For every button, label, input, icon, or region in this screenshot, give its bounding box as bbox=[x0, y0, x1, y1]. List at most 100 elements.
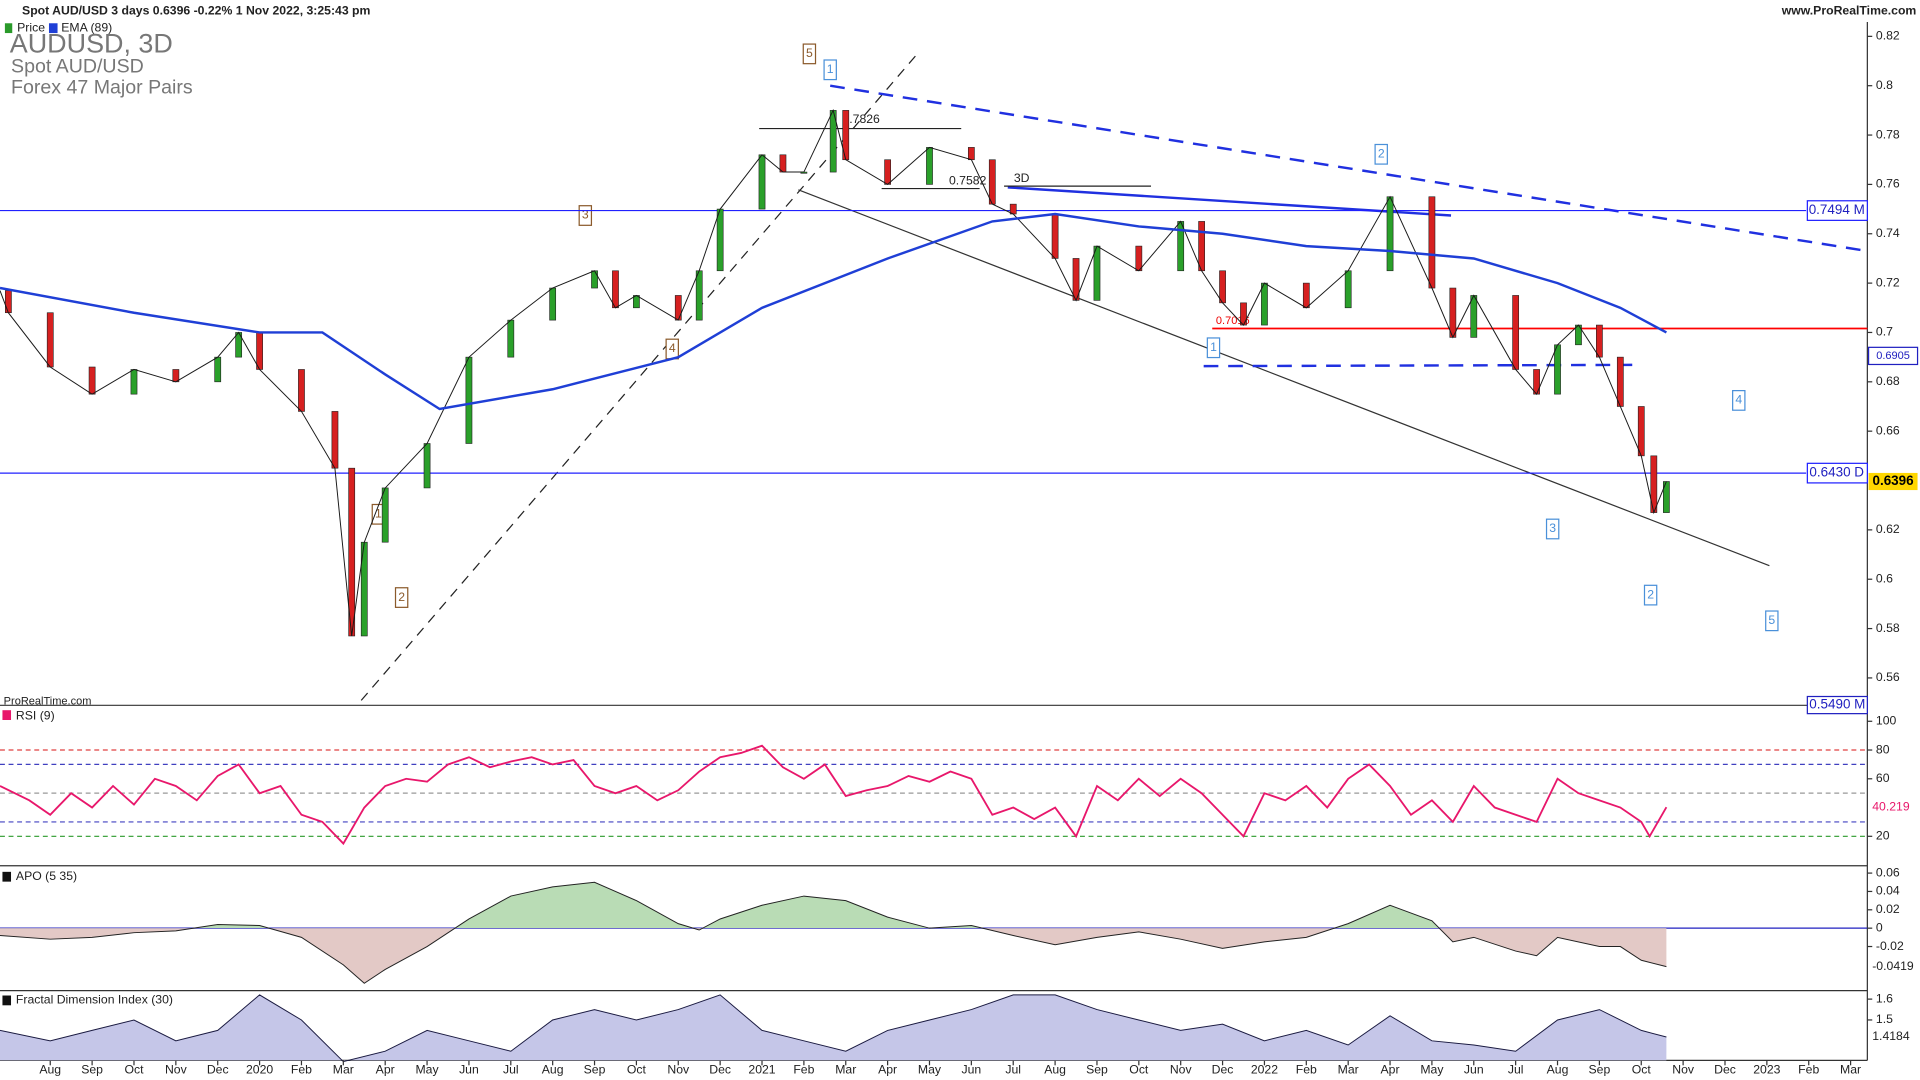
candle bbox=[298, 369, 305, 412]
candle bbox=[381, 487, 389, 543]
candle bbox=[1449, 287, 1457, 338]
trend-line bbox=[798, 189, 1770, 567]
wave-label: 4 bbox=[1735, 393, 1742, 407]
x-tick-label: May bbox=[415, 1062, 439, 1076]
wave-box bbox=[1765, 610, 1779, 632]
x-tick-label: May bbox=[918, 1062, 942, 1076]
y-tick-label: 0.04 bbox=[1876, 884, 1900, 898]
panel-title: Fractal Dimension Index (30) bbox=[16, 993, 173, 1007]
y-tick-label: 0.78 bbox=[1876, 127, 1900, 141]
y-tick-label: 0.66 bbox=[1876, 423, 1900, 437]
wave-label: 2 bbox=[398, 590, 405, 604]
candle bbox=[130, 369, 138, 395]
y-tick-label: 0.72 bbox=[1876, 275, 1900, 289]
x-tick-label: Mar bbox=[1840, 1062, 1861, 1076]
level-label: 0.7494 M bbox=[1809, 202, 1865, 217]
x-tick-label: Oct bbox=[1632, 1062, 1652, 1076]
apo-area-negative bbox=[0, 928, 1667, 984]
watermark: ProRealTime.com bbox=[4, 696, 92, 708]
candle bbox=[988, 159, 996, 205]
annotation: 3D bbox=[1014, 171, 1030, 185]
candle bbox=[967, 147, 975, 161]
candle bbox=[612, 270, 619, 309]
x-tick-label: Oct bbox=[627, 1062, 647, 1076]
y-tick-label: -0.02 bbox=[1876, 939, 1904, 953]
last-box bbox=[1868, 1028, 1918, 1046]
level-label: 0.6430 D bbox=[1809, 465, 1864, 480]
y-tick-label: 80 bbox=[1876, 742, 1890, 756]
candle bbox=[716, 208, 724, 272]
x-tick-label: Sep bbox=[81, 1062, 103, 1076]
wave-box bbox=[1643, 584, 1658, 606]
candle bbox=[674, 295, 682, 321]
x-tick-label: Jul bbox=[503, 1062, 519, 1076]
legend-swatch bbox=[2, 871, 12, 882]
candle bbox=[1637, 406, 1645, 457]
last-label: 40.219 bbox=[1872, 799, 1910, 813]
x-tick-label: Aug bbox=[1044, 1062, 1066, 1076]
x-tick-label: Aug bbox=[1547, 1062, 1569, 1076]
side-label: 0.6905 bbox=[1876, 350, 1910, 362]
candle bbox=[1533, 369, 1540, 395]
candle bbox=[1219, 270, 1226, 304]
x-tick-label: Jun bbox=[459, 1062, 479, 1076]
legend-swatch bbox=[2, 710, 12, 720]
candle bbox=[1428, 196, 1436, 289]
candle bbox=[1596, 324, 1603, 358]
side-label-box bbox=[1868, 472, 1918, 491]
legend-entry: EMA (89) bbox=[61, 20, 112, 34]
candle bbox=[1512, 295, 1520, 370]
x-tick-label: Sep bbox=[1086, 1062, 1108, 1076]
x-tick-label: Dec bbox=[709, 1062, 731, 1076]
side-label: 0.5490 M bbox=[1809, 697, 1865, 712]
candle bbox=[1261, 282, 1268, 326]
site: www.ProRealTime.com bbox=[1781, 3, 1917, 17]
y-tick-label: 0.02 bbox=[1876, 902, 1900, 916]
candle bbox=[591, 270, 598, 289]
price-line bbox=[0, 108, 1667, 637]
candle bbox=[1135, 245, 1143, 272]
y-tick-label: 0.7 bbox=[1876, 325, 1893, 339]
wave-label: 3 bbox=[1549, 521, 1556, 535]
y-tick-label: 0 bbox=[1876, 920, 1883, 934]
y-tick-label: 0.56 bbox=[1876, 670, 1900, 684]
x-tick-label: Feb bbox=[291, 1062, 312, 1076]
x-tick-label: Apr bbox=[878, 1062, 897, 1076]
wave-label: 5 bbox=[806, 46, 813, 60]
x-tick-label: Dec bbox=[1212, 1062, 1234, 1076]
x-tick-label: Mar bbox=[1338, 1062, 1359, 1076]
x-tick-label: Nov bbox=[1672, 1062, 1695, 1076]
y-tick-label: 0.68 bbox=[1876, 374, 1900, 388]
x-tick-label: Dec bbox=[207, 1062, 229, 1076]
y-tick-label: 0.74 bbox=[1876, 226, 1900, 240]
candle bbox=[214, 356, 222, 383]
y-tick-label: 0.62 bbox=[1876, 522, 1900, 536]
candle bbox=[1302, 282, 1310, 309]
candle bbox=[549, 287, 557, 321]
x-tick-label: Nov bbox=[165, 1062, 188, 1076]
y-tick-label: 20 bbox=[1876, 829, 1890, 843]
candle bbox=[423, 443, 431, 489]
wave-box bbox=[823, 59, 837, 81]
candle bbox=[1198, 221, 1206, 272]
x-tick-label: Jul bbox=[1508, 1062, 1524, 1076]
candle bbox=[507, 319, 515, 358]
candle bbox=[1616, 356, 1624, 407]
chart-title: AUDUSD, 3D bbox=[10, 28, 173, 58]
last-box bbox=[1868, 958, 1918, 976]
y-tick-label: 60 bbox=[1876, 771, 1890, 785]
apo-area-positive bbox=[0, 882, 1667, 929]
y-tick-label: 0.76 bbox=[1876, 177, 1900, 191]
side-label: 0.6396 bbox=[1872, 473, 1913, 488]
rsi-line bbox=[0, 744, 1668, 846]
candle bbox=[46, 312, 54, 368]
candle bbox=[1470, 295, 1478, 338]
y-tick-label: 0.58 bbox=[1876, 621, 1900, 635]
wave-box bbox=[802, 43, 817, 65]
x-tick-label: Feb bbox=[1296, 1062, 1317, 1076]
x-tick-label: 2021 bbox=[748, 1062, 775, 1076]
